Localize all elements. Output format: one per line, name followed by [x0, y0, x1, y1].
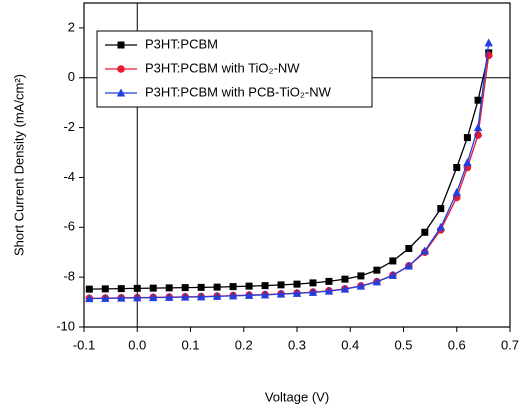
marker — [309, 279, 317, 287]
marker — [181, 284, 189, 292]
marker — [372, 277, 382, 286]
marker — [213, 283, 221, 291]
marker — [245, 282, 253, 290]
legend-box — [96, 30, 373, 108]
y-tick-label: -6 — [63, 219, 75, 234]
marker — [463, 134, 471, 142]
marker — [341, 275, 349, 283]
marker — [373, 266, 381, 274]
legend-label: P3HT:PCBM with TiO₂-NW — [145, 60, 300, 75]
marker — [292, 288, 302, 297]
marker — [165, 292, 174, 301]
legend-label: P3HT:PCBM — [145, 36, 218, 51]
marker — [421, 228, 429, 236]
marker — [229, 283, 237, 291]
marker — [116, 88, 126, 97]
marker — [325, 277, 333, 285]
x-tick-label: 0.7 — [501, 337, 519, 352]
marker — [261, 282, 269, 290]
marker — [404, 261, 414, 270]
marker — [276, 289, 286, 298]
marker — [149, 284, 157, 292]
marker — [133, 293, 142, 302]
y-tick-label: -2 — [63, 119, 75, 134]
x-tick-label: 0.2 — [235, 337, 253, 352]
marker — [388, 270, 398, 279]
marker — [453, 163, 461, 171]
legend-label: P3HT:PCBM with PCB-TiO₂-NW — [145, 84, 332, 99]
y-tick-label: 0 — [68, 69, 75, 84]
marker — [357, 272, 365, 280]
marker — [293, 280, 301, 288]
marker — [228, 291, 238, 300]
marker — [85, 285, 93, 293]
x-tick-label: -0.1 — [73, 337, 95, 352]
y-tick-label: -10 — [56, 318, 75, 333]
marker — [117, 65, 125, 73]
marker — [260, 290, 270, 299]
y-axis-label: Short Current Density (mA/cm²) — [11, 74, 26, 256]
marker — [484, 51, 493, 60]
marker — [340, 284, 350, 293]
marker — [473, 123, 483, 132]
x-axis-label: Voltage (V) — [265, 389, 329, 404]
marker — [212, 291, 222, 300]
marker — [244, 290, 254, 299]
marker — [149, 293, 158, 302]
marker — [452, 187, 461, 196]
marker — [389, 257, 397, 265]
marker — [436, 222, 445, 231]
marker — [85, 294, 94, 303]
x-tick-label: 0.3 — [288, 337, 306, 352]
marker — [197, 283, 205, 291]
x-tick-label: 0.4 — [341, 337, 359, 352]
y-tick-label: -4 — [63, 169, 75, 184]
marker — [133, 284, 141, 292]
marker — [437, 205, 445, 213]
y-tick-label: -8 — [63, 269, 75, 284]
marker — [101, 285, 109, 293]
marker — [165, 284, 173, 292]
marker — [196, 292, 206, 301]
x-tick-label: 0.0 — [128, 337, 146, 352]
marker — [308, 287, 318, 296]
marker — [277, 281, 285, 289]
marker — [324, 286, 334, 295]
marker — [180, 292, 190, 301]
x-tick-label: 0.5 — [394, 337, 412, 352]
marker — [356, 281, 366, 290]
marker — [405, 244, 413, 252]
marker — [117, 41, 125, 49]
marker — [474, 96, 482, 104]
marker — [117, 285, 125, 293]
x-tick-label: 0.1 — [181, 337, 199, 352]
marker — [117, 293, 126, 302]
marker — [463, 158, 472, 167]
x-tick-label: 0.6 — [448, 337, 466, 352]
marker — [420, 246, 429, 255]
marker — [484, 38, 493, 47]
marker — [101, 293, 110, 302]
y-tick-label: 2 — [68, 19, 75, 34]
plot-area — [85, 38, 493, 303]
